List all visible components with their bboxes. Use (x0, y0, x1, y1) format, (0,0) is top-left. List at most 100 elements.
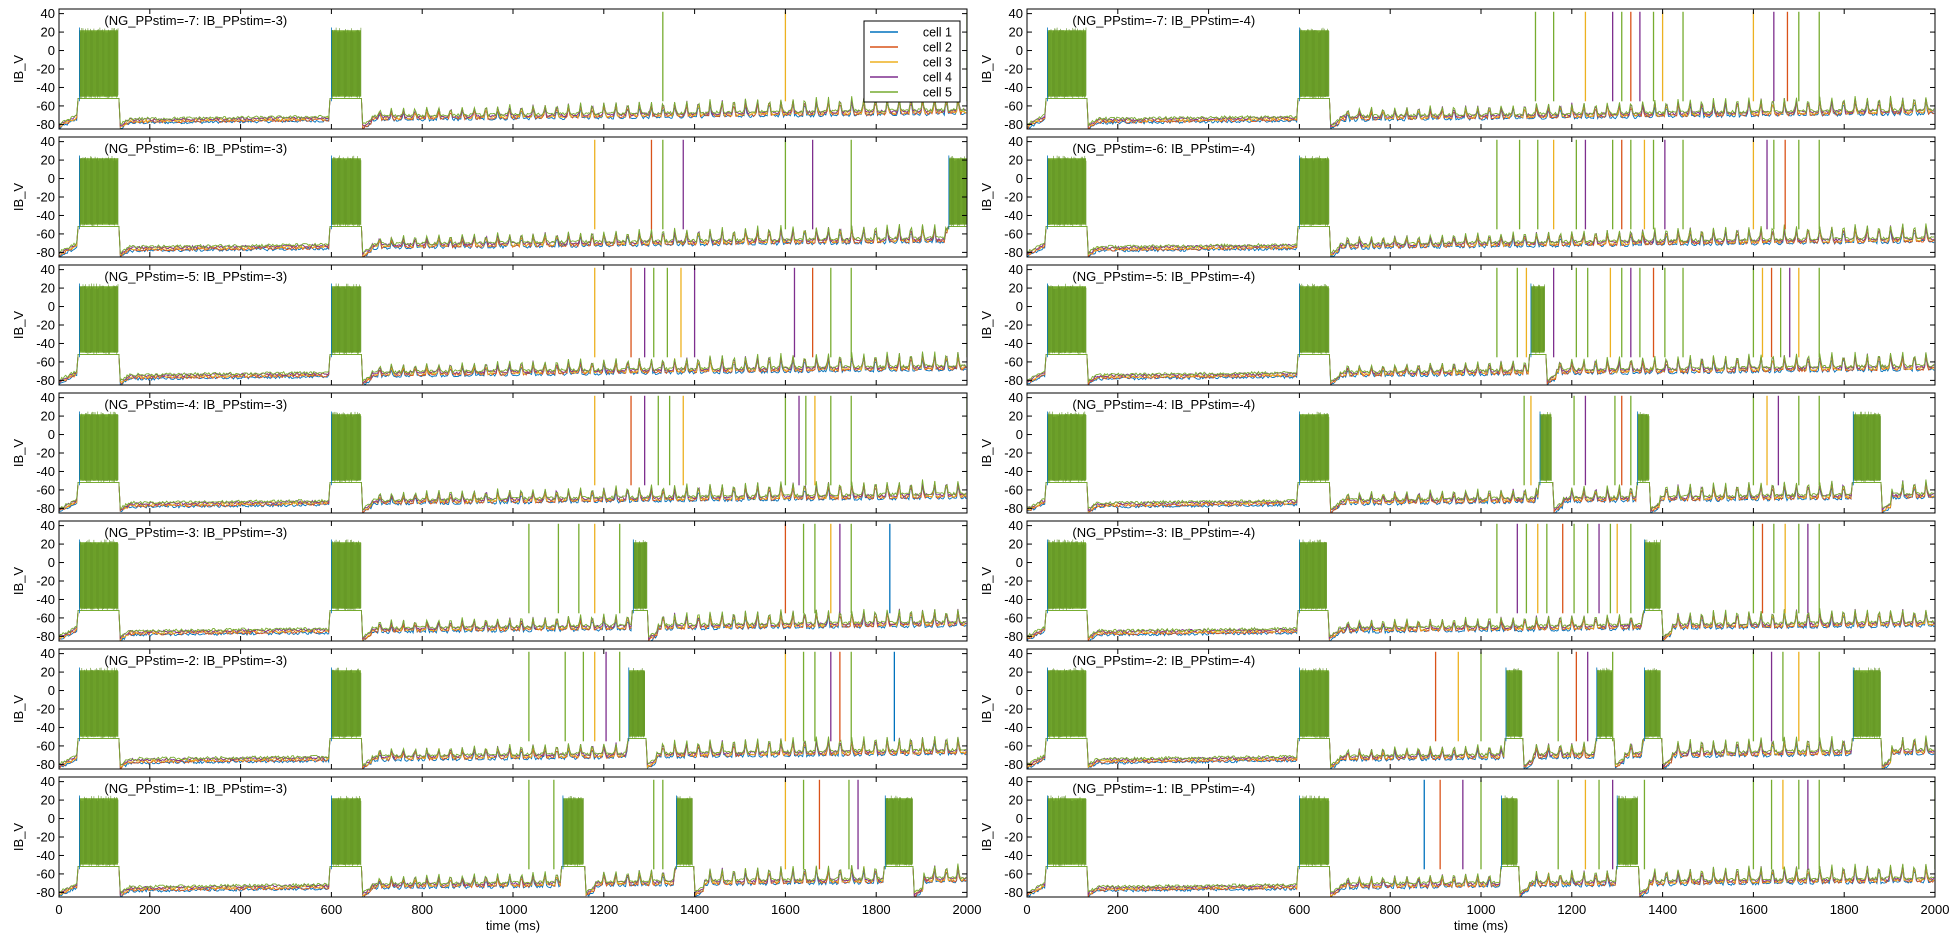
trace-cell-5 (59, 224, 967, 254)
y-tick-label: 40 (41, 774, 55, 789)
trace-cell-5 (1027, 95, 1935, 127)
y-tick-label: 0 (1016, 811, 1023, 826)
trace-cell-3 (59, 97, 967, 129)
x-tick-label: 2000 (1921, 902, 1950, 917)
x-tick-label: 1600 (771, 902, 800, 917)
panel-title: (NG_PPstim=-1: IB_PPstim=-4) (1072, 781, 1255, 796)
y-tick-label: -20 (36, 574, 55, 589)
x-tick-label: 800 (411, 902, 433, 917)
trace-cell-2 (59, 610, 967, 641)
y-axis-label: IB_V (979, 183, 994, 212)
x-tick-label: 1800 (1830, 902, 1859, 917)
y-tick-label: -80 (1004, 885, 1023, 900)
y-tick-label: 0 (48, 299, 55, 314)
plot-area (1027, 395, 1935, 513)
y-tick-label: 20 (41, 281, 55, 296)
y-tick-label: -20 (1004, 830, 1023, 845)
y-tick-label: 40 (41, 6, 55, 21)
x-tick-label: 1400 (680, 902, 709, 917)
x-tick-label: 200 (1107, 902, 1129, 917)
panel-title: (NG_PPstim=-2: IB_PPstim=-4) (1072, 653, 1255, 668)
y-tick-label: -40 (1004, 592, 1023, 607)
y-tick-label: 40 (41, 646, 55, 661)
y-tick-label: -60 (1004, 354, 1023, 369)
trace-cell-5 (1027, 223, 1935, 255)
y-tick-label: -80 (36, 501, 55, 516)
plot-area (59, 11, 967, 129)
trace-cell-3 (1027, 738, 1935, 769)
plot-area (1027, 139, 1935, 257)
y-tick-label: -20 (36, 830, 55, 845)
legend-entry: cell 2 (923, 41, 952, 55)
y-tick-label: -20 (1004, 318, 1023, 333)
y-tick-label: 0 (48, 811, 55, 826)
y-tick-label: -40 (1004, 336, 1023, 351)
y-axis-label: IB_V (11, 55, 26, 84)
burst-band (1637, 414, 1649, 481)
trace-cell-2 (59, 354, 967, 385)
trace-cell-4 (1027, 864, 1935, 896)
subplot-panel: 40 20 0 -20 -40 -60 -80 IB_V (NG_PPstim=-3: IB_P… (11, 518, 968, 644)
y-tick-label: 40 (1009, 646, 1023, 661)
y-tick-label: 40 (1009, 262, 1023, 277)
y-tick-label: 20 (1009, 665, 1023, 680)
y-tick-label: 20 (1009, 793, 1023, 808)
burst-band (1505, 670, 1522, 737)
y-tick-label: -40 (1004, 208, 1023, 223)
subplot-panel: 40 20 0 -20 -40 -60 -80 IB_V (NG_PPstim=-6: IB_P… (979, 134, 1936, 260)
burst-band (1617, 798, 1638, 865)
trace-cell-5 (59, 736, 967, 768)
y-tick-label: 40 (1009, 6, 1023, 21)
panel-title: (NG_PPstim=-7: IB_PPstim=-4) (1072, 13, 1255, 28)
subplot-panel: 40 20 0 -20 -40 -60 -80 IB_V (NG_PPstim=-6: IB_P… (11, 134, 968, 260)
y-tick-label: 0 (48, 555, 55, 570)
y-axis-label: IB_V (979, 567, 994, 596)
panel-title: (NG_PPstim=-4: IB_PPstim=-4) (1072, 397, 1255, 412)
burst-band (885, 798, 913, 865)
burst-band (1299, 542, 1327, 609)
y-tick-label: -60 (1004, 610, 1023, 625)
y-tick-label: -40 (36, 208, 55, 223)
y-tick-label: 20 (41, 25, 55, 40)
trace-cell-1 (1027, 482, 1935, 513)
y-tick-label: 0 (1016, 43, 1023, 58)
trace-cell-3 (1027, 98, 1935, 128)
burst-band (1853, 414, 1881, 481)
x-tick-label: 2000 (953, 902, 982, 917)
y-tick-label: -80 (1004, 757, 1023, 772)
panel-title: (NG_PPstim=-4: IB_PPstim=-3) (104, 397, 287, 412)
y-tick-label: -80 (36, 373, 55, 388)
legend-entry: cell 1 (923, 26, 952, 40)
plot-area (59, 651, 967, 769)
y-tick-label: -60 (1004, 482, 1023, 497)
y-tick-label: -40 (36, 80, 55, 95)
y-tick-label: -60 (1004, 866, 1023, 881)
x-axis-label: time (ms) (1454, 918, 1508, 933)
x-tick-label: 400 (1198, 902, 1220, 917)
y-tick-label: -80 (36, 117, 55, 132)
panel-title: (NG_PPstim=-5: IB_PPstim=-3) (104, 269, 287, 284)
subplot-panel: 40 20 0 -20 -40 -60 -80 IB_V (NG_PPstim=-7: IB_P… (11, 6, 968, 132)
plot-area (59, 395, 967, 513)
trace-cell-5 (1027, 863, 1935, 895)
trace-cell-5 (59, 351, 967, 384)
plot-area (1027, 267, 1935, 385)
x-tick-label: 1000 (499, 902, 528, 917)
y-axis-label: IB_V (11, 439, 26, 468)
y-tick-label: -40 (1004, 720, 1023, 735)
subplot-panel: 40 20 0 -20 -40 -60 -80 IB_V (NG_PPstim=-5: IB_P… (979, 262, 1936, 388)
y-tick-label: 40 (41, 134, 55, 149)
subplot-panel: 40 20 0 -20 -40 -60 -80 IB_V (NG_PPstim=-2: IB_P… (979, 646, 1936, 772)
trace-cell-5 (1027, 479, 1935, 512)
y-tick-label: 40 (41, 262, 55, 277)
y-tick-label: -40 (36, 720, 55, 735)
trace-cell-5 (59, 608, 967, 638)
x-tick-label: 1000 (1467, 902, 1496, 917)
y-tick-label: -20 (36, 62, 55, 77)
x-tick-label: 1600 (1739, 902, 1768, 917)
y-tick-label: -20 (36, 190, 55, 205)
y-tick-label: -80 (36, 757, 55, 772)
y-tick-label: -60 (36, 98, 55, 113)
burst-band (1596, 670, 1613, 737)
